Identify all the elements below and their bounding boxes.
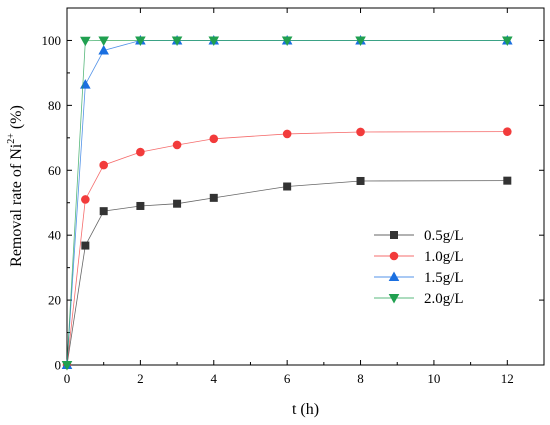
data-point: [136, 147, 145, 157]
data-point: [209, 134, 219, 144]
legend-marker: [389, 251, 399, 261]
data-point: [503, 127, 512, 136]
data-point: [209, 193, 218, 202]
x-tick-label: 4: [211, 371, 218, 386]
series-line: [66, 40, 508, 366]
series-line: [66, 40, 508, 366]
data-point: [171, 36, 183, 46]
legend-item: 0.5g/L: [374, 228, 464, 244]
y-tick-label: 20: [48, 293, 61, 308]
legend-item: 1.5g/L: [374, 270, 464, 286]
series-1: [62, 127, 512, 370]
y-tick-label: 80: [48, 98, 61, 113]
data-point: [99, 160, 108, 170]
data-point: [282, 129, 292, 139]
legend-marker: [388, 294, 400, 304]
data-point: [208, 36, 220, 46]
data-point: [283, 182, 292, 191]
series-3: [61, 36, 513, 371]
data-point: [80, 36, 91, 47]
data-point: [173, 199, 182, 208]
y-tick-label: 100: [42, 33, 62, 48]
legend: 0.5g/L 1.0g/L 1.5g/L 2.0g/L: [374, 228, 464, 307]
y-tick-label: 60: [48, 163, 61, 178]
data-point: [136, 201, 145, 210]
data-point: [356, 176, 365, 185]
data-point: [502, 36, 513, 46]
data-point: [135, 36, 146, 46]
legend-label: 2.0g/L: [424, 291, 464, 307]
legend-marker: [390, 231, 398, 239]
data-point: [172, 140, 182, 150]
series-2: [61, 34, 513, 369]
x-tick-label: 8: [357, 371, 364, 386]
data-point: [81, 241, 90, 250]
legend-label: 0.5g/L: [424, 228, 464, 244]
x-tick-label: 0: [64, 371, 71, 386]
data-point: [80, 79, 91, 89]
x-tick-label: 10: [427, 371, 440, 386]
y-axis-label-superscript: 2+: [6, 133, 17, 144]
y-tick-label: 40: [48, 228, 61, 243]
x-tick-label: 2: [137, 371, 144, 386]
y-tick-label: 0: [55, 358, 62, 373]
data-point: [355, 36, 366, 46]
data-point: [356, 127, 365, 137]
axis-ticks: 0 2 4 6 8 10 12 0 20 40 60 80 100: [42, 8, 544, 386]
legend-item: 1.0g/L: [374, 249, 464, 265]
x-tick-label: 6: [284, 371, 291, 386]
data-point: [98, 45, 109, 55]
data-point: [503, 176, 512, 185]
data-point: [99, 207, 108, 216]
x-tick-label: 12: [501, 371, 514, 386]
data-point: [61, 361, 73, 371]
plot-frame: [66, 7, 545, 366]
data-point: [281, 36, 293, 46]
data-point: [98, 36, 109, 46]
y-axis-label: Removal rate of Ni2+ (%): [6, 105, 25, 267]
legend-label: 1.0g/L: [424, 249, 464, 265]
series-layer: [61, 34, 513, 371]
x-axis-label: t (h): [292, 401, 319, 418]
legend-label: 1.5g/L: [424, 270, 464, 286]
legend-item: 2.0g/L: [374, 291, 464, 307]
data-point: [81, 195, 90, 204]
legend-marker: [388, 271, 400, 281]
